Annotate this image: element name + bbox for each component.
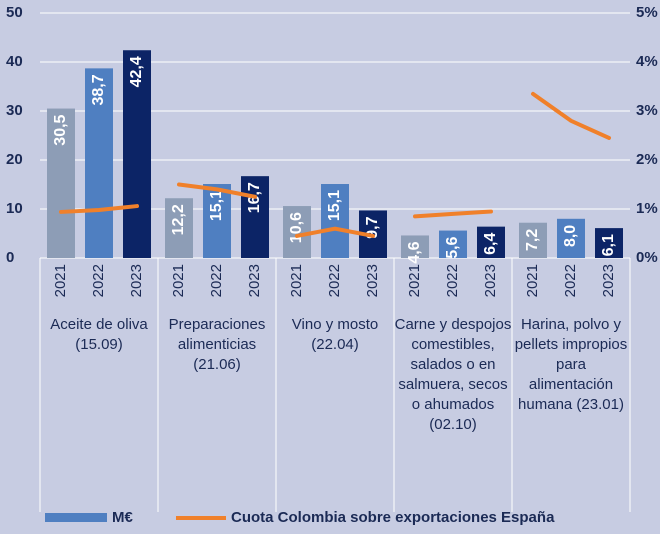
bar — [47, 108, 75, 258]
y-tick-label: 50 — [6, 4, 23, 21]
bar — [321, 184, 349, 258]
bar — [283, 206, 311, 258]
value-label: 15,1 — [208, 190, 225, 221]
category-label: Harina, polvo y pellets impropios para a… — [514, 316, 628, 413]
share-line — [295, 226, 375, 238]
y2-tick-label: 5% — [636, 4, 658, 21]
bar — [85, 68, 113, 259]
year-label: 2022 — [444, 264, 461, 297]
y-tick-label: 40 — [6, 53, 23, 70]
bar — [557, 218, 585, 258]
bar — [477, 226, 505, 258]
year-label: 2022 — [90, 264, 107, 297]
share-line — [59, 204, 139, 214]
bar — [401, 235, 429, 258]
value-label: 7,2 — [524, 229, 541, 251]
value-label: 42,4 — [128, 56, 145, 87]
value-label: 10,6 — [288, 212, 305, 243]
value-label: 5,6 — [444, 236, 461, 258]
bar — [203, 184, 231, 258]
bar — [595, 228, 623, 258]
bar — [123, 50, 151, 258]
value-label: 8,0 — [562, 225, 579, 247]
y-tick-label: 10 — [6, 200, 23, 217]
share-line — [413, 209, 493, 219]
category-label: Carne y despojos comestibles, salados o … — [394, 316, 512, 433]
year-label: 2021 — [52, 264, 69, 297]
bar — [241, 176, 269, 258]
category-label: Aceite de oliva (15.09) — [50, 316, 148, 353]
bar — [519, 222, 547, 258]
year-label: 2021 — [170, 264, 187, 297]
share-line — [531, 91, 611, 140]
year-label: 2022 — [562, 264, 579, 297]
year-label: 2023 — [128, 264, 145, 297]
year-label: 2022 — [326, 264, 343, 297]
year-label: 2023 — [246, 264, 263, 297]
y-tick-label: 30 — [6, 102, 23, 119]
bar — [165, 198, 193, 258]
value-label: 15,1 — [326, 190, 343, 221]
share-line — [177, 182, 257, 199]
legend-swatch — [45, 513, 107, 522]
category-label: Preparaciones alimenticias (21.06) — [168, 316, 266, 373]
year-label: 2021 — [524, 264, 541, 297]
value-label: 6,1 — [600, 234, 617, 256]
value-label: 6,4 — [482, 233, 499, 255]
year-label: 2023 — [482, 264, 499, 297]
bar — [439, 230, 467, 258]
legend-label: Cuota Colombia sobre exportaciones Españ… — [231, 509, 555, 526]
value-label: 30,5 — [52, 114, 69, 145]
y2-tick-label: 3% — [636, 102, 658, 119]
value-label: 12,2 — [170, 204, 187, 235]
category-label: Vino y mosto (22.04) — [291, 316, 379, 353]
y2-tick-label: 0% — [636, 249, 658, 266]
year-label: 2023 — [364, 264, 381, 297]
legend-label: M€ — [112, 509, 133, 526]
y-tick-label: 20 — [6, 151, 23, 168]
y2-tick-label: 2% — [636, 151, 658, 168]
y-tick-label: 0 — [6, 249, 14, 266]
value-label: 38,7 — [90, 74, 107, 105]
y2-tick-label: 1% — [636, 200, 658, 217]
year-label: 2023 — [600, 264, 617, 297]
value-label: 4,6 — [406, 241, 423, 263]
year-label: 2022 — [208, 264, 225, 297]
year-label: 2021 — [288, 264, 305, 297]
year-label: 2021 — [406, 264, 423, 297]
y2-tick-label: 4% — [636, 53, 658, 70]
